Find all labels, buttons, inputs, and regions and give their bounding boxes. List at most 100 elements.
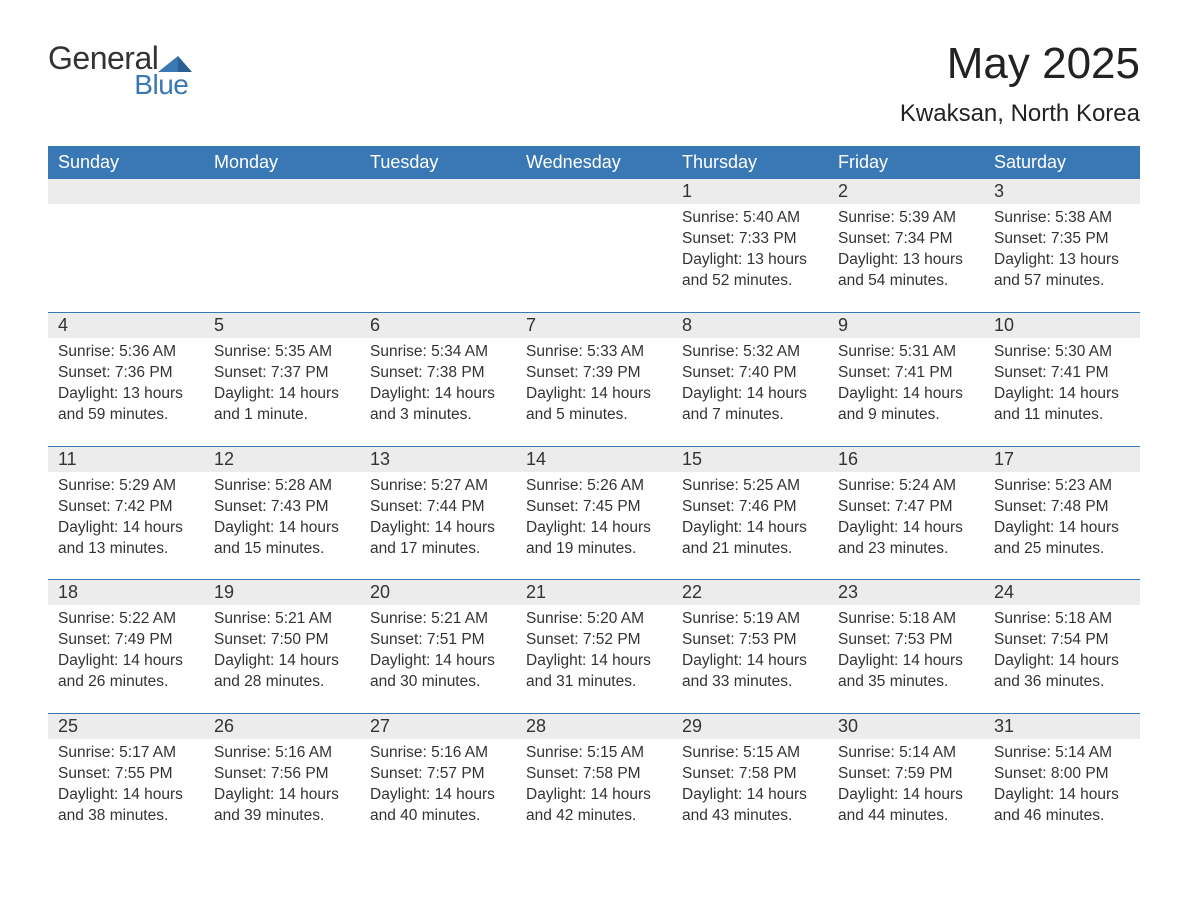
daylight-text: Daylight: 14 hours and 28 minutes. bbox=[214, 651, 350, 693]
day-cell: Sunrise: 5:16 AMSunset: 7:57 PMDaylight:… bbox=[360, 739, 516, 833]
daylight-text: Daylight: 13 hours and 52 minutes. bbox=[682, 250, 818, 292]
sunset-text: Sunset: 7:47 PM bbox=[838, 497, 974, 518]
sunrise-text: Sunrise: 5:28 AM bbox=[214, 476, 350, 497]
sunrise-text: Sunrise: 5:31 AM bbox=[838, 342, 974, 363]
sunset-text: Sunset: 7:41 PM bbox=[994, 363, 1130, 384]
sunrise-text: Sunrise: 5:27 AM bbox=[370, 476, 506, 497]
sunset-text: Sunset: 7:35 PM bbox=[994, 229, 1130, 250]
day-bodies-row: Sunrise: 5:40 AMSunset: 7:33 PMDaylight:… bbox=[48, 204, 1140, 298]
daylight-text: Daylight: 14 hours and 35 minutes. bbox=[838, 651, 974, 693]
day-cell: Sunrise: 5:16 AMSunset: 7:56 PMDaylight:… bbox=[204, 739, 360, 833]
day-cell: Sunrise: 5:18 AMSunset: 7:53 PMDaylight:… bbox=[828, 605, 984, 699]
sunrise-text: Sunrise: 5:29 AM bbox=[58, 476, 194, 497]
sunrise-text: Sunrise: 5:32 AM bbox=[682, 342, 818, 363]
day-number: 7 bbox=[516, 313, 672, 338]
day-number: 30 bbox=[828, 714, 984, 739]
sunrise-text: Sunrise: 5:19 AM bbox=[682, 609, 818, 630]
day-number: 15 bbox=[672, 447, 828, 472]
day-number bbox=[204, 179, 360, 204]
daylight-text: Daylight: 14 hours and 39 minutes. bbox=[214, 785, 350, 827]
sunset-text: Sunset: 7:40 PM bbox=[682, 363, 818, 384]
page: General Blue May 2025 Kwaksan, North Kor… bbox=[0, 0, 1188, 863]
sunrise-text: Sunrise: 5:16 AM bbox=[214, 743, 350, 764]
day-cell bbox=[360, 204, 516, 298]
sunrise-text: Sunrise: 5:21 AM bbox=[214, 609, 350, 630]
daylight-text: Daylight: 14 hours and 44 minutes. bbox=[838, 785, 974, 827]
day-number-strip: 18192021222324 bbox=[48, 580, 1140, 605]
sunrise-text: Sunrise: 5:25 AM bbox=[682, 476, 818, 497]
day-bodies-row: Sunrise: 5:22 AMSunset: 7:49 PMDaylight:… bbox=[48, 605, 1140, 699]
sunrise-text: Sunrise: 5:33 AM bbox=[526, 342, 662, 363]
weekday-header: Saturday bbox=[984, 146, 1140, 179]
day-cell: Sunrise: 5:38 AMSunset: 7:35 PMDaylight:… bbox=[984, 204, 1140, 298]
day-number-strip: 45678910 bbox=[48, 313, 1140, 338]
day-number: 2 bbox=[828, 179, 984, 204]
day-cell: Sunrise: 5:30 AMSunset: 7:41 PMDaylight:… bbox=[984, 338, 1140, 432]
sunset-text: Sunset: 7:45 PM bbox=[526, 497, 662, 518]
sunset-text: Sunset: 7:51 PM bbox=[370, 630, 506, 651]
day-number bbox=[516, 179, 672, 204]
day-number: 4 bbox=[48, 313, 204, 338]
day-number bbox=[360, 179, 516, 204]
sunset-text: Sunset: 7:53 PM bbox=[838, 630, 974, 651]
day-bodies-row: Sunrise: 5:17 AMSunset: 7:55 PMDaylight:… bbox=[48, 739, 1140, 833]
sunrise-text: Sunrise: 5:15 AM bbox=[682, 743, 818, 764]
header: General Blue May 2025 Kwaksan, North Kor… bbox=[48, 40, 1140, 128]
daylight-text: Daylight: 13 hours and 57 minutes. bbox=[994, 250, 1130, 292]
brand-logo: General Blue bbox=[48, 40, 192, 101]
sunset-text: Sunset: 7:46 PM bbox=[682, 497, 818, 518]
day-number: 3 bbox=[984, 179, 1140, 204]
day-cell bbox=[516, 204, 672, 298]
day-number: 26 bbox=[204, 714, 360, 739]
sunset-text: Sunset: 8:00 PM bbox=[994, 764, 1130, 785]
day-cell: Sunrise: 5:29 AMSunset: 7:42 PMDaylight:… bbox=[48, 472, 204, 566]
day-number-strip: 123 bbox=[48, 179, 1140, 204]
day-number: 5 bbox=[204, 313, 360, 338]
day-cell: Sunrise: 5:23 AMSunset: 7:48 PMDaylight:… bbox=[984, 472, 1140, 566]
weekday-header: Friday bbox=[828, 146, 984, 179]
sunset-text: Sunset: 7:48 PM bbox=[994, 497, 1130, 518]
day-cell: Sunrise: 5:33 AMSunset: 7:39 PMDaylight:… bbox=[516, 338, 672, 432]
day-number: 19 bbox=[204, 580, 360, 605]
calendar-week: 25262728293031Sunrise: 5:17 AMSunset: 7:… bbox=[48, 713, 1140, 833]
calendar-week: 45678910Sunrise: 5:36 AMSunset: 7:36 PMD… bbox=[48, 312, 1140, 432]
day-number: 25 bbox=[48, 714, 204, 739]
sunrise-text: Sunrise: 5:40 AM bbox=[682, 208, 818, 229]
calendar-week: 11121314151617Sunrise: 5:29 AMSunset: 7:… bbox=[48, 446, 1140, 566]
day-number: 12 bbox=[204, 447, 360, 472]
sunrise-text: Sunrise: 5:18 AM bbox=[838, 609, 974, 630]
title-block: May 2025 Kwaksan, North Korea bbox=[900, 40, 1140, 128]
daylight-text: Daylight: 14 hours and 38 minutes. bbox=[58, 785, 194, 827]
weekday-header-row: Sunday Monday Tuesday Wednesday Thursday… bbox=[48, 146, 1140, 179]
daylight-text: Daylight: 14 hours and 21 minutes. bbox=[682, 518, 818, 560]
sunset-text: Sunset: 7:41 PM bbox=[838, 363, 974, 384]
daylight-text: Daylight: 14 hours and 31 minutes. bbox=[526, 651, 662, 693]
sunrise-text: Sunrise: 5:14 AM bbox=[994, 743, 1130, 764]
sunset-text: Sunset: 7:56 PM bbox=[214, 764, 350, 785]
day-number: 9 bbox=[828, 313, 984, 338]
sunset-text: Sunset: 7:50 PM bbox=[214, 630, 350, 651]
calendar: Sunday Monday Tuesday Wednesday Thursday… bbox=[48, 146, 1140, 832]
weekday-header: Monday bbox=[204, 146, 360, 179]
sunrise-text: Sunrise: 5:26 AM bbox=[526, 476, 662, 497]
daylight-text: Daylight: 14 hours and 43 minutes. bbox=[682, 785, 818, 827]
day-number: 16 bbox=[828, 447, 984, 472]
sunrise-text: Sunrise: 5:15 AM bbox=[526, 743, 662, 764]
sunset-text: Sunset: 7:36 PM bbox=[58, 363, 194, 384]
day-number: 14 bbox=[516, 447, 672, 472]
daylight-text: Daylight: 14 hours and 26 minutes. bbox=[58, 651, 194, 693]
day-number: 6 bbox=[360, 313, 516, 338]
daylight-text: Daylight: 14 hours and 17 minutes. bbox=[370, 518, 506, 560]
sunset-text: Sunset: 7:37 PM bbox=[214, 363, 350, 384]
day-cell: Sunrise: 5:39 AMSunset: 7:34 PMDaylight:… bbox=[828, 204, 984, 298]
day-cell: Sunrise: 5:25 AMSunset: 7:46 PMDaylight:… bbox=[672, 472, 828, 566]
daylight-text: Daylight: 14 hours and 42 minutes. bbox=[526, 785, 662, 827]
daylight-text: Daylight: 14 hours and 9 minutes. bbox=[838, 384, 974, 426]
day-bodies-row: Sunrise: 5:36 AMSunset: 7:36 PMDaylight:… bbox=[48, 338, 1140, 432]
brand-name-2: Blue bbox=[134, 69, 188, 101]
sunset-text: Sunset: 7:54 PM bbox=[994, 630, 1130, 651]
day-number bbox=[48, 179, 204, 204]
day-cell: Sunrise: 5:14 AMSunset: 8:00 PMDaylight:… bbox=[984, 739, 1140, 833]
day-number: 13 bbox=[360, 447, 516, 472]
calendar-week: 18192021222324Sunrise: 5:22 AMSunset: 7:… bbox=[48, 579, 1140, 699]
